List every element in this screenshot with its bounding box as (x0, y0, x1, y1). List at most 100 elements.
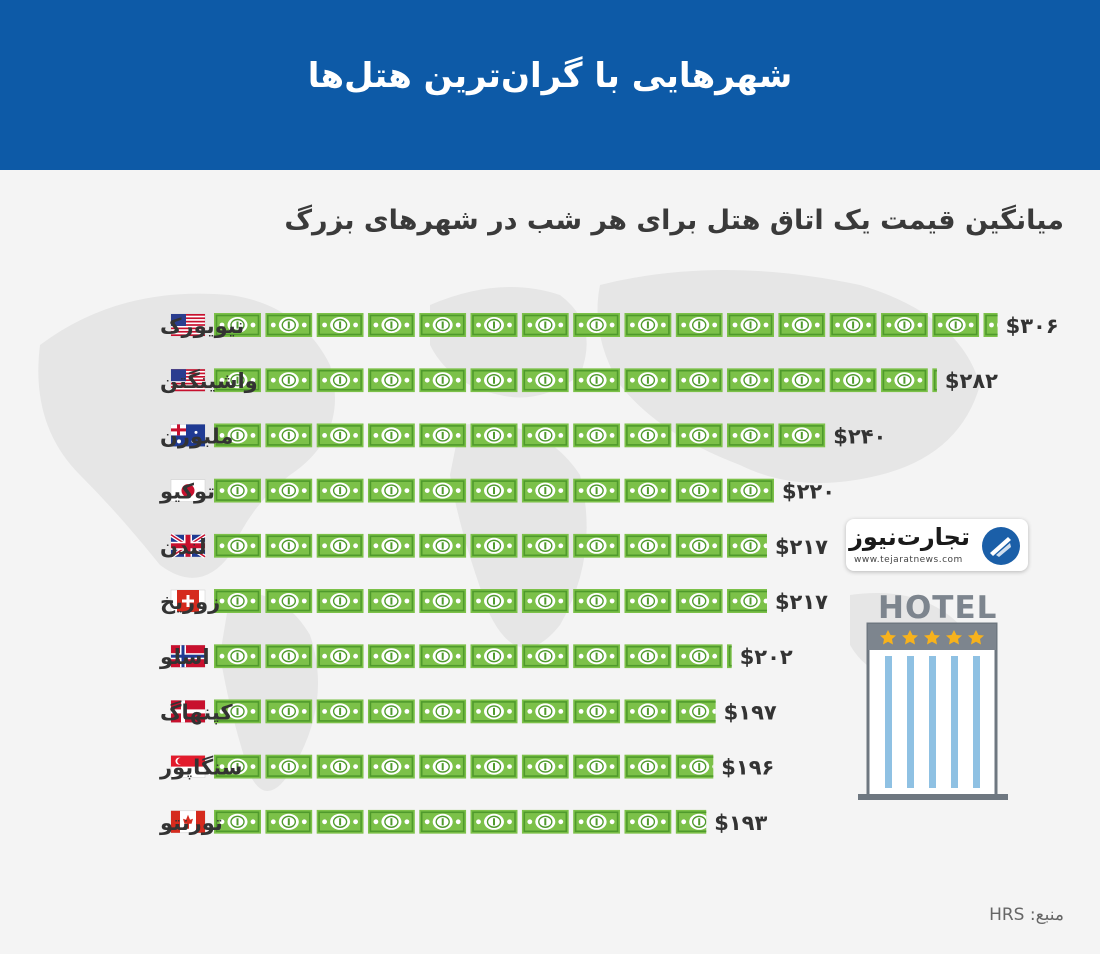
money-bill-icon (778, 368, 826, 393)
data-label: $۱۹۶ (721, 756, 774, 780)
money-bill-icon (367, 368, 415, 393)
money-bill-icon (778, 423, 826, 448)
money-bill-icon (675, 589, 723, 613)
money-bill-icon (265, 754, 313, 779)
flag-gb-icon (169, 533, 207, 559)
money-bill-icon (367, 699, 415, 724)
money-bill-icon (265, 368, 313, 393)
bar (214, 478, 774, 503)
category-label: سنگاپور (159, 755, 242, 780)
money-bill-icon (470, 699, 518, 724)
category-label: نیویورک (160, 314, 244, 338)
money-bill-icon (316, 313, 364, 337)
data-label: $۲۴۰ (833, 424, 886, 448)
bar-row: $۲۱۷ زوریخ (160, 589, 828, 614)
bar (214, 368, 937, 393)
flag-us-icon (170, 368, 206, 392)
money-bill-icon (573, 699, 621, 724)
money-bill-icon (624, 699, 672, 724)
money-bill-icon (675, 478, 723, 503)
money-bill-icon (367, 754, 415, 779)
money-bill-icon (727, 589, 767, 613)
data-label: $۲۰۲ (740, 645, 793, 669)
category-label: کپنهاگ (160, 699, 233, 724)
money-bill-icon (829, 368, 877, 393)
money-bill-icon (573, 368, 621, 393)
money-bill-icon (727, 533, 767, 558)
money-bill-icon (214, 589, 261, 613)
flag-sg-icon (170, 755, 206, 778)
money-bill-icon (470, 313, 518, 337)
category-label: اسلو (159, 645, 210, 669)
page-title: شهرهایی با گران‌ترین هتل‌ها (307, 56, 793, 96)
money-bill-icon (470, 809, 518, 834)
money-bill-icon (367, 589, 415, 613)
money-bill-icon (521, 313, 569, 337)
data-label: $۲۲۰ (782, 480, 835, 504)
money-bill-icon (214, 313, 261, 337)
header-banner: شهرهایی با گران‌ترین هتل‌ها (0, 0, 1100, 170)
money-bill-icon (983, 313, 998, 337)
bar (214, 699, 716, 724)
money-bill-icon (470, 533, 518, 558)
money-bill-icon (778, 313, 826, 337)
bar (214, 809, 707, 834)
category-label: توکیو (159, 480, 215, 504)
money-bill-icon (829, 313, 877, 337)
money-bill-icon (470, 644, 518, 669)
money-bill-icon (419, 644, 467, 669)
hotel-label: HOTEL (878, 590, 998, 626)
bar-row: $۱۹۷ کپنهاگ (160, 699, 777, 724)
money-bill-icon (214, 754, 261, 779)
money-bill-icon (419, 368, 467, 393)
money-bill-icon (316, 423, 364, 448)
money-bill-icon (419, 313, 467, 337)
bar (214, 754, 714, 779)
money-bill-icon (880, 368, 928, 393)
money-bill-icon (675, 754, 714, 779)
money-bill-icon (727, 313, 774, 337)
bar (214, 423, 826, 448)
money-bill-icon (521, 368, 569, 393)
data-label: $۳۰۶ (1006, 314, 1059, 338)
bar-row: $۱۹۶ سنگاپور (159, 754, 774, 780)
money-bill-icon (265, 313, 313, 337)
bar-row: $۲۱۷ لندن (160, 533, 828, 559)
money-bill-icon (214, 533, 261, 558)
money-bill-icon (214, 478, 261, 503)
bar-row: $۲۴۰ ملبورن (160, 423, 886, 448)
money-bill-icon (419, 478, 467, 503)
money-bill-icon (624, 809, 672, 834)
bar-row: $۳۰۶ نیویورک (160, 313, 1059, 338)
money-bill-icon (265, 533, 313, 558)
money-bill-icon (624, 368, 672, 393)
money-bill-icon (727, 423, 774, 448)
flag-us-icon (170, 313, 206, 337)
money-bill-icon (880, 313, 928, 337)
money-bill-icon (470, 368, 518, 393)
money-bill-icon (367, 313, 415, 337)
money-bill-icon (265, 699, 313, 724)
money-bill-icon (521, 754, 569, 779)
brand-badge: تجارت‌نیوز www.tejaratnews.com (846, 519, 1028, 571)
money-bill-icon (675, 423, 723, 448)
money-bill-icon (932, 313, 980, 337)
money-bill-icon (470, 423, 518, 448)
category-label: واشینگتن (160, 368, 258, 393)
money-bill-icon (675, 699, 716, 724)
money-bill-icon (573, 533, 621, 558)
money-bill-icon (316, 644, 364, 669)
flag-jp-icon (170, 479, 206, 502)
money-bill-icon (419, 754, 467, 779)
money-bill-icon (316, 589, 364, 613)
money-bill-icon (265, 423, 313, 448)
bar (214, 533, 767, 558)
money-bill-icon (624, 644, 672, 669)
money-bill-icon (675, 644, 723, 669)
money-bill-icon (521, 809, 569, 834)
money-bill-icon (367, 644, 415, 669)
money-bill-icon (265, 478, 313, 503)
flag-ca-icon (170, 810, 206, 834)
money-bill-icon (624, 754, 672, 779)
money-bill-icon (521, 533, 569, 558)
